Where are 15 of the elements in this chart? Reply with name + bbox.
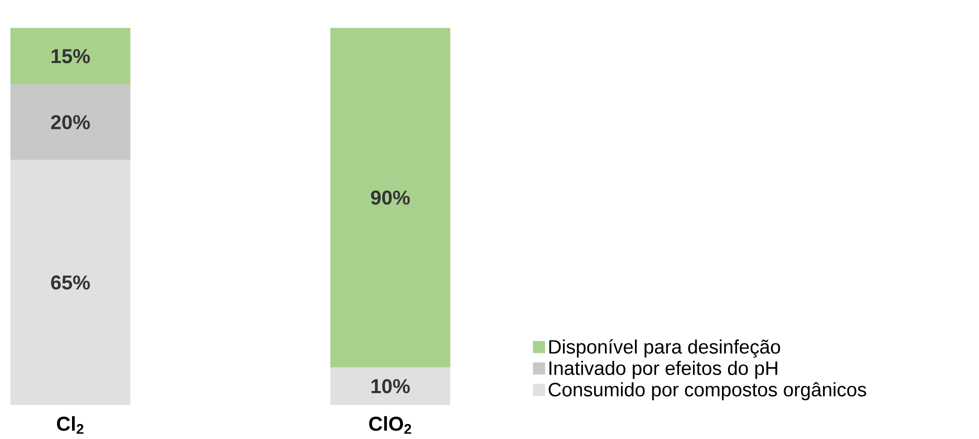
legend-label: Consumido por compostos orgânicos [548, 382, 866, 400]
bar [10, 84, 130, 160]
legend-label: Disponível para desinfeção [549, 339, 780, 358]
data-label: 15% [52, 49, 90, 64]
data-label: 20% [51, 115, 90, 130]
data-label: 65% [51, 275, 90, 290]
bar [10, 28, 130, 84]
category-label: ClO$_{2}$ [369, 416, 412, 434]
data-label: 10% [372, 379, 410, 394]
bar [330, 367, 450, 406]
bar [330, 28, 450, 368]
data-label: 90% [371, 190, 410, 205]
bar [10, 160, 130, 406]
legend-label: Inativado por efeitos do pH [550, 360, 778, 379]
category-label: Cl$_{2}$ [56, 416, 84, 434]
